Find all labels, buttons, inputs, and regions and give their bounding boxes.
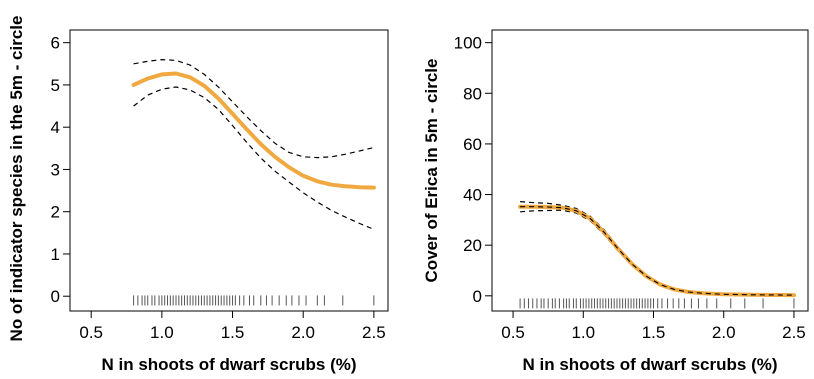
x-axis: 0.5 1.0 1.5 2.0 2.5	[501, 311, 806, 342]
rug	[519, 298, 795, 309]
rug	[133, 295, 375, 306]
x-axis-title: N in shoots of dwarf scrubs (%)	[101, 355, 356, 374]
series-layer	[518, 201, 796, 298]
lower-confidence-band	[133, 86, 375, 230]
x-tick-label: 2.0	[291, 323, 315, 342]
y-tick-label: 2	[51, 203, 60, 222]
plot-frame	[69, 29, 389, 312]
y-axis: 0 20 40 60 80 100	[454, 34, 492, 306]
y-tick-label: 5	[51, 76, 60, 95]
y-tick-label: 60	[463, 135, 482, 154]
x-tick-label: 2.0	[712, 323, 736, 342]
left-panel: 0.5 1.0 1.5 2.0 2.5 0 1 2 3 4 5 6 N in shoots of d…	[7, 16, 389, 374]
y-tick-label: 0	[473, 287, 482, 306]
x-tick-label: 1.0	[571, 323, 595, 342]
y-tick-label: 0	[51, 287, 60, 306]
series-layer	[131, 58, 376, 230]
y-tick-label: 4	[51, 118, 60, 137]
y-tick-label: 6	[51, 34, 60, 53]
fitted-curve	[131, 71, 376, 190]
y-axis-title: Cover of Erica in 5m - circle	[422, 59, 441, 283]
plot-frame	[491, 29, 809, 312]
x-axis: 0.5 1.0 1.5 2.0 2.5	[79, 311, 386, 342]
x-axis-title: N in shoots of dwarf scrubs (%)	[522, 355, 777, 374]
y-tick-label: 40	[463, 186, 482, 205]
x-tick-label: 0.5	[79, 323, 103, 342]
y-tick-label: 100	[454, 34, 482, 53]
upper-confidence-band	[133, 58, 375, 159]
fitted-curve-overlay	[520, 206, 795, 296]
x-tick-label: 1.5	[642, 323, 666, 342]
x-tick-label: 1.0	[150, 323, 174, 342]
x-tick-label: 0.5	[501, 323, 525, 342]
right-panel: 0.5 1.0 1.5 2.0 2.5 0 20 40 60 80 100 N in shoots…	[422, 29, 809, 374]
y-tick-label: 1	[51, 245, 60, 264]
y-tick-label: 80	[463, 84, 482, 103]
y-axis-title: No of indicator species in the 5m - circ…	[7, 16, 26, 342]
x-tick-label: 1.5	[221, 323, 245, 342]
fitted-curve	[518, 204, 796, 298]
y-tick-label: 3	[51, 160, 60, 179]
y-tick-label: 20	[463, 236, 482, 255]
x-tick-label: 2.5	[782, 323, 806, 342]
x-tick-label: 2.5	[362, 323, 386, 342]
y-axis: 0 1 2 3 4 5 6	[51, 34, 70, 306]
